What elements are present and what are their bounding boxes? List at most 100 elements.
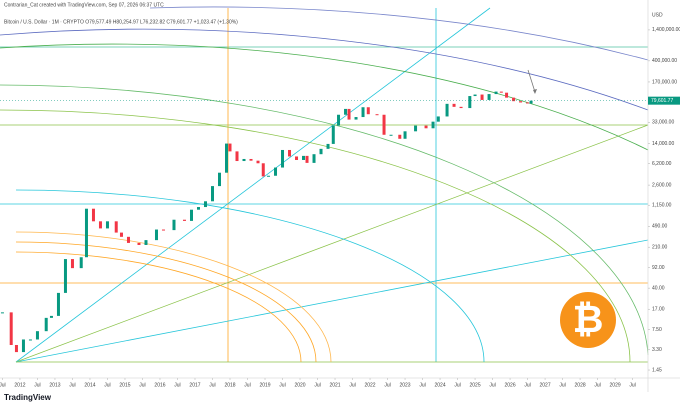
- candle: [512, 97, 516, 102]
- candle: [312, 154, 316, 163]
- candle: [295, 156, 299, 160]
- y-tick-label: 490.00: [652, 224, 668, 230]
- x-tick-label: Jul: [629, 382, 635, 388]
- x-tick-label: 2015: [119, 382, 130, 388]
- x-tick-label: 2029: [610, 382, 621, 388]
- candle: [337, 114, 341, 126]
- candle: [161, 229, 165, 231]
- candle: [84, 208, 88, 258]
- candle: [56, 292, 60, 316]
- candle: [436, 116, 440, 122]
- candle: [91, 208, 95, 222]
- x-tick-label: 2028: [575, 382, 586, 388]
- candle: [144, 240, 148, 245]
- candle: [459, 106, 463, 109]
- x-tick-label: 2012: [14, 382, 25, 388]
- candle: [35, 331, 39, 340]
- x-tick-label: Jul: [384, 382, 390, 388]
- candle: [361, 107, 365, 118]
- candle: [249, 158, 253, 161]
- candle: [28, 339, 32, 341]
- x-tick-label: 2026: [505, 382, 516, 388]
- candle: [256, 160, 260, 164]
- candle: [9, 312, 13, 345]
- x-tick-label: Jul: [489, 382, 495, 388]
- candle: [196, 207, 200, 210]
- candle: [154, 229, 158, 241]
- last-price-box: [648, 96, 680, 105]
- candle: [267, 175, 271, 177]
- bitcoin-logo: ₿: [560, 292, 616, 348]
- x-tick-label: Jul: [244, 382, 250, 388]
- y-tick-label: 14,000.00: [652, 141, 674, 147]
- x-tick-label: Jul: [454, 382, 460, 388]
- x-tick-label: Jul: [419, 382, 425, 388]
- candle: [210, 186, 214, 202]
- candle: [225, 143, 229, 173]
- y-tick-label: 1,150.00: [652, 203, 672, 209]
- candle: [274, 167, 278, 176]
- x-tick-label: 2016: [154, 382, 165, 388]
- candle: [389, 134, 393, 136]
- x-tick-label: Jul: [104, 382, 110, 388]
- x-tick-label: 2019: [259, 382, 270, 388]
- header: Contrarian_Cat created with TradingView.…: [4, 2, 164, 8]
- x-tick-label: 2022: [364, 382, 375, 388]
- candle: [98, 221, 102, 229]
- candle: [526, 102, 530, 104]
- y-tick-label: 92.00: [652, 265, 665, 271]
- candle: [319, 148, 323, 155]
- candle: [354, 117, 358, 120]
- candle: [126, 236, 130, 243]
- candle: [382, 114, 386, 135]
- candle: [242, 158, 246, 162]
- candle: [79, 257, 83, 269]
- candle: [21, 339, 25, 353]
- x-tick-label: Jul: [139, 382, 145, 388]
- last-price-label: 79,601.77: [651, 98, 673, 104]
- x-tick-label: Jul: [209, 382, 215, 388]
- x-tick-label: 2020: [294, 382, 305, 388]
- x-tick-label: 2023: [399, 382, 410, 388]
- x-tick-label: Jul: [279, 382, 285, 388]
- candle: [366, 107, 370, 115]
- candle: [49, 315, 53, 318]
- candle: [203, 201, 207, 208]
- candle: [70, 259, 74, 269]
- y-tick-label: 210.00: [652, 245, 668, 251]
- candle: [499, 91, 503, 93]
- candle: [105, 221, 109, 229]
- candle: [119, 232, 123, 237]
- candle: [288, 149, 292, 157]
- candle: [182, 219, 186, 221]
- candle: [344, 108, 348, 115]
- y-tick-label: 1,400,000.00: [652, 27, 680, 33]
- candle: [114, 221, 118, 233]
- candle: [228, 143, 232, 152]
- candle: [375, 114, 379, 116]
- x-tick-label: Jul: [69, 382, 75, 388]
- candle: [414, 125, 418, 132]
- candle: [473, 94, 477, 97]
- candle: [424, 125, 428, 129]
- x-tick-label: Jul: [0, 382, 6, 388]
- y-tick-label: 7.50: [652, 327, 662, 333]
- candle: [431, 121, 435, 129]
- y-tick-label: 33,000.00: [652, 120, 674, 126]
- y-tick-label: 1.45: [652, 367, 662, 373]
- x-tick-label: 2025: [469, 382, 480, 388]
- x-tick-label: 2018: [224, 382, 235, 388]
- candle: [189, 209, 193, 221]
- y-tick-label: 2,600.00: [652, 182, 672, 188]
- candle: [494, 91, 498, 95]
- candle: [14, 344, 18, 353]
- candle: [480, 94, 484, 100]
- x-tick-label: 2027: [540, 382, 551, 388]
- x-tick-label: Jul: [349, 382, 355, 388]
- y-tick-label: 17.00: [652, 307, 665, 313]
- candle: [519, 101, 523, 103]
- svg-text:₿: ₿: [573, 299, 604, 341]
- y-unit: USD: [652, 12, 663, 18]
- candle: [172, 219, 176, 231]
- candle: [261, 163, 265, 177]
